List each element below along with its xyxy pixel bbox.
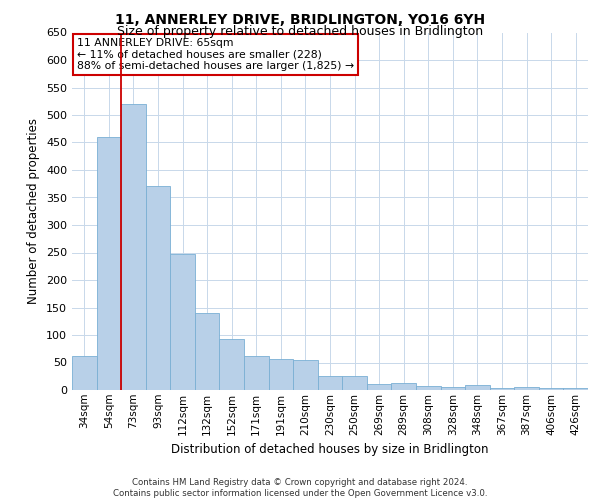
Text: Size of property relative to detached houses in Bridlington: Size of property relative to detached ho… xyxy=(117,25,483,38)
Bar xyxy=(146,186,170,390)
Bar xyxy=(490,388,514,390)
Bar xyxy=(440,386,465,390)
Bar xyxy=(293,360,318,390)
Bar xyxy=(514,387,539,390)
Bar xyxy=(539,388,563,390)
Text: 11, ANNERLEY DRIVE, BRIDLINGTON, YO16 6YH: 11, ANNERLEY DRIVE, BRIDLINGTON, YO16 6Y… xyxy=(115,12,485,26)
Y-axis label: Number of detached properties: Number of detached properties xyxy=(28,118,40,304)
Bar xyxy=(342,376,367,390)
Text: 11 ANNERLEY DRIVE: 65sqm
← 11% of detached houses are smaller (228)
88% of semi-: 11 ANNERLEY DRIVE: 65sqm ← 11% of detach… xyxy=(77,38,354,71)
Bar xyxy=(72,356,97,390)
Bar xyxy=(465,385,490,390)
Bar xyxy=(244,356,269,390)
X-axis label: Distribution of detached houses by size in Bridlington: Distribution of detached houses by size … xyxy=(171,443,489,456)
Bar xyxy=(220,339,244,390)
Bar xyxy=(269,358,293,390)
Text: Contains HM Land Registry data © Crown copyright and database right 2024.
Contai: Contains HM Land Registry data © Crown c… xyxy=(113,478,487,498)
Bar xyxy=(121,104,146,390)
Bar xyxy=(391,384,416,390)
Bar xyxy=(416,386,440,390)
Bar xyxy=(318,376,342,390)
Bar xyxy=(563,388,588,390)
Bar xyxy=(367,384,391,390)
Bar xyxy=(195,313,220,390)
Bar xyxy=(97,137,121,390)
Bar xyxy=(170,254,195,390)
